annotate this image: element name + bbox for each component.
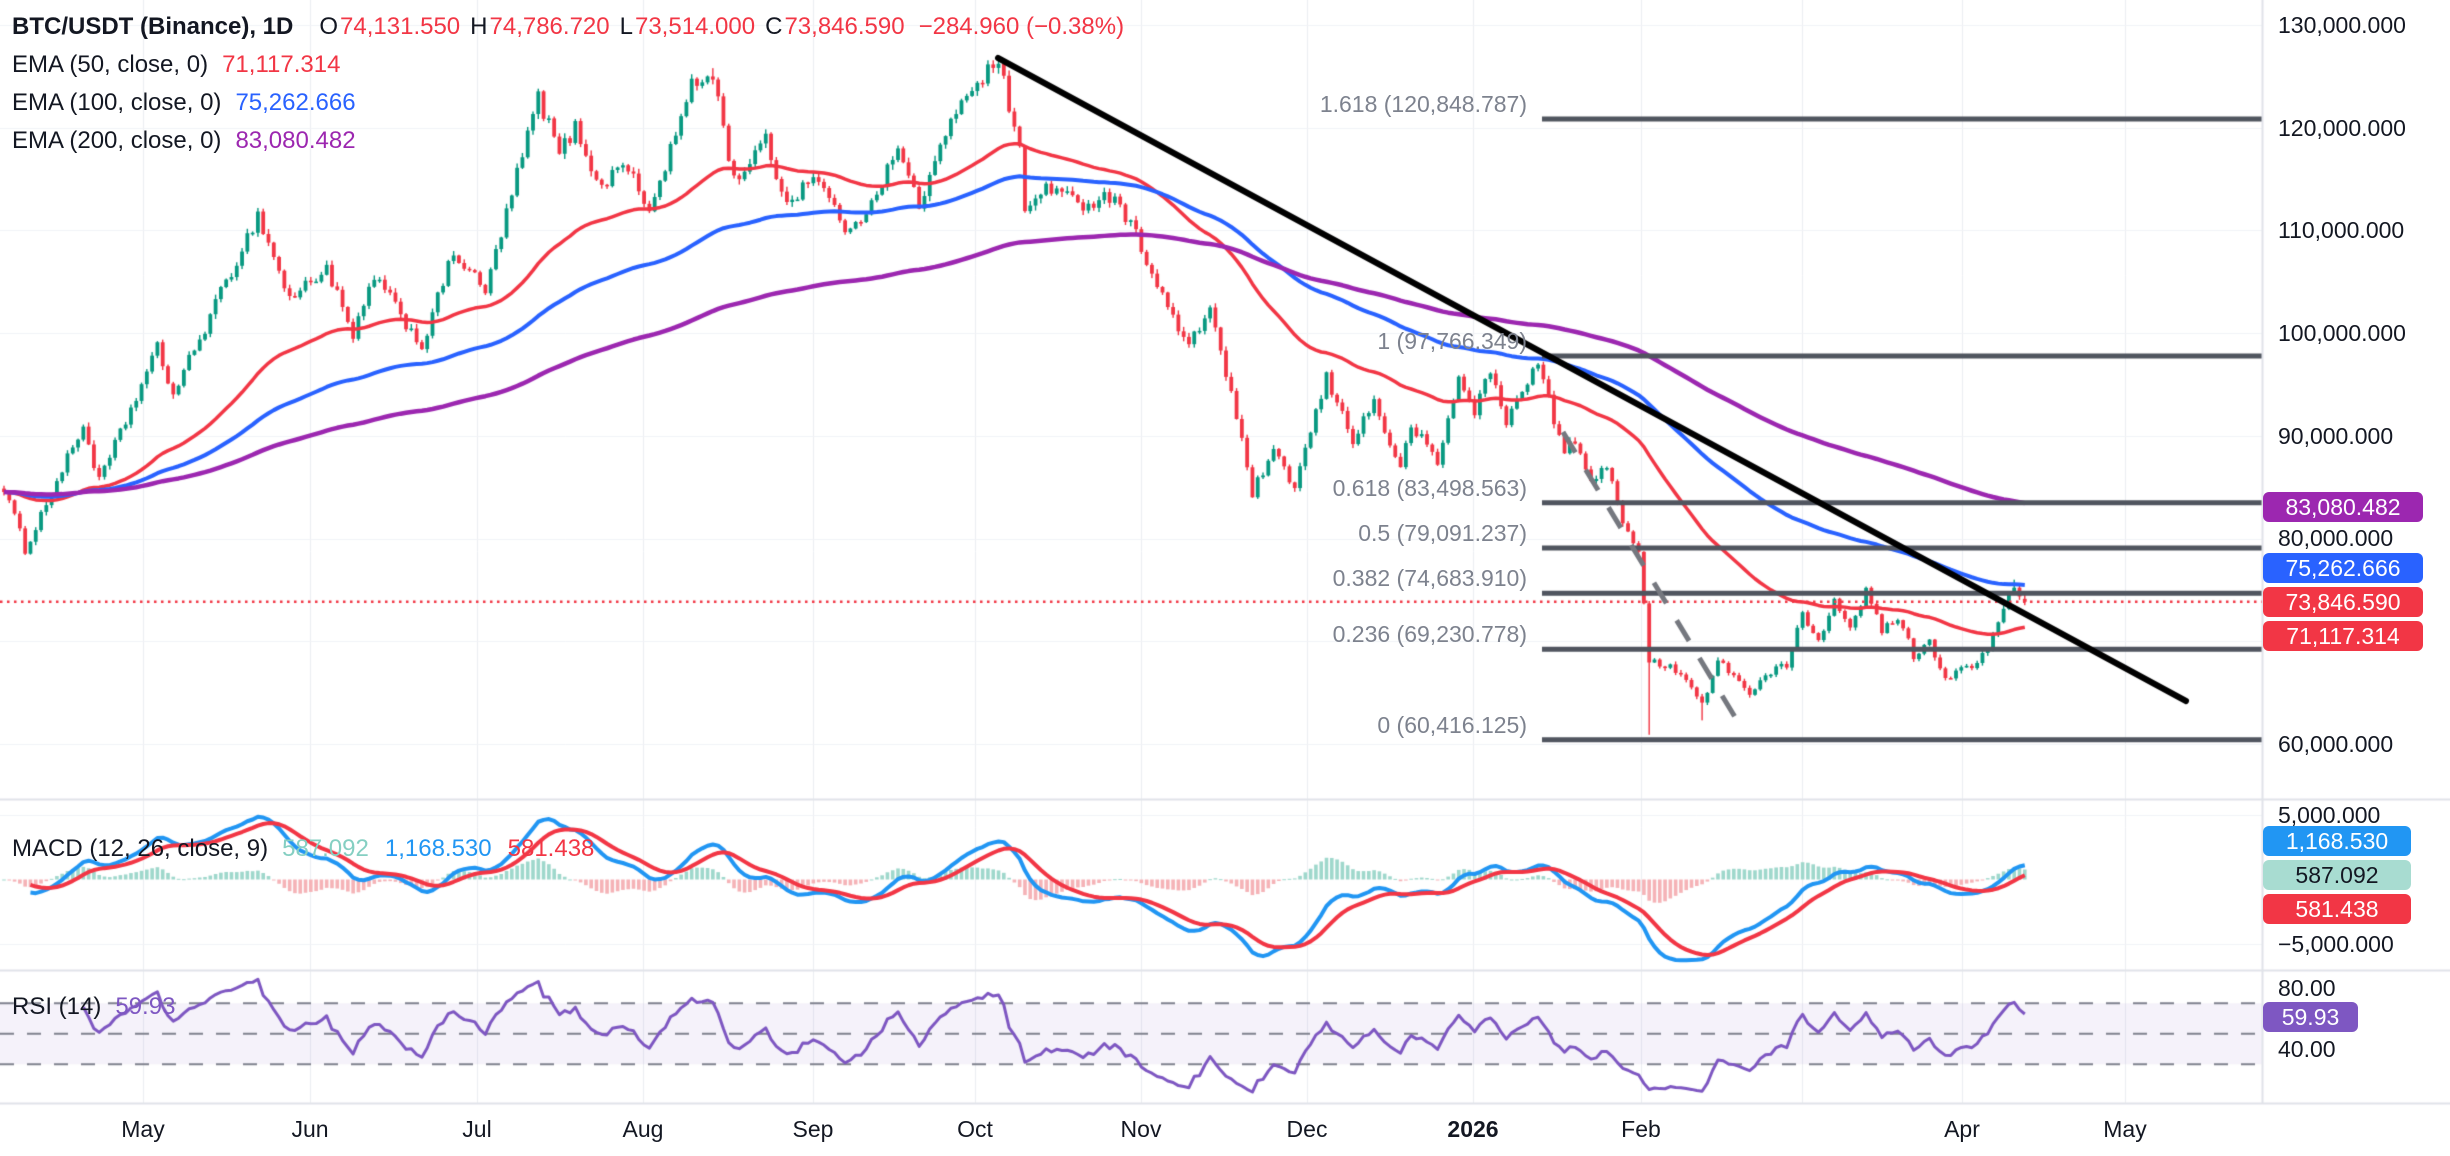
ohlc-key: L (619, 13, 633, 40)
macd-axis-label: −5,000.000 (2278, 931, 2394, 957)
ohlc-value: 73,846.590 (784, 13, 905, 40)
price-axis-label: 100,000.000 (2278, 320, 2406, 346)
macd-axis-badge: 587.092 (2263, 860, 2411, 890)
time-axis-label: Feb (1621, 1116, 1661, 1142)
ohlc-value: 73,514.000 (634, 13, 756, 40)
ema200-value: 83,080.482 (235, 127, 356, 154)
ohlc-value: 74,786.720 (489, 13, 610, 40)
rsi-axis-label: 40.00 (2278, 1036, 2336, 1062)
fib-level-label: 0.236 (69,230.778) (1332, 621, 1527, 648)
symbol-title: BTC/USDT (Binance), 1D (12, 13, 294, 40)
time-axis-label: Apr (1944, 1116, 1980, 1142)
fib-level-label: 0.382 (74,683.910) (1332, 565, 1527, 592)
price-axis-badge: 73,846.590 (2263, 587, 2423, 617)
fib-level-label: 0.618 (83,498.563) (1332, 474, 1527, 501)
ema100-label: EMA (100, close, 0) (12, 89, 222, 116)
rsi-axis-label: 80.00 (2278, 975, 2336, 1001)
macd-value: 587.092 (282, 835, 369, 862)
fib-level-label: 0.5 (79,091.237) (1358, 519, 1527, 546)
price-axis-label: 130,000.000 (2278, 12, 2406, 38)
ema50-legend-row[interactable]: EMA (50, close, 0) 71,117.314 (12, 50, 356, 80)
ohlc-value: 74,131.550 (340, 13, 461, 40)
ema100-legend-row[interactable]: EMA (100, close, 0) 75,262.666 (12, 88, 372, 118)
rsi-value: 59.93 (115, 993, 176, 1020)
ema100-value: 75,262.666 (235, 89, 356, 116)
ohlc-key: O (319, 13, 339, 40)
price-axis-label: 120,000.000 (2278, 115, 2406, 141)
ohlc-key: H (470, 13, 488, 40)
time-axis-label: Dec (1286, 1116, 1328, 1142)
time-axis-label: May (121, 1116, 165, 1142)
time-axis-label: Sep (792, 1116, 834, 1142)
ema50-label: EMA (50, close, 0) (12, 51, 209, 78)
macd-label: MACD (12, 26, close, 9) (12, 835, 269, 862)
change-value: −284.960 (−0.38%) (918, 13, 1125, 40)
time-axis-label: May (2103, 1116, 2147, 1142)
time-axis-label: 2026 (1447, 1116, 1499, 1142)
macd-axis-badge: 581.438 (2263, 894, 2411, 924)
time-axis-label: Aug (622, 1116, 664, 1142)
macd-axis-badge: 1,168.530 (2263, 826, 2411, 856)
macd-values: 587.092 1,168.530 581.438 (282, 834, 610, 864)
ema200-legend-row[interactable]: EMA (200, close, 0) 83,080.482 (12, 126, 372, 156)
ema200-label: EMA (200, close, 0) (12, 127, 222, 154)
ohlc-key: C (765, 13, 783, 40)
symbol-legend-row[interactable]: BTC/USDT (Binance), 1D O74,131.550 H74,78… (12, 12, 1124, 42)
fib-level-label: 0 (60,416.125) (1377, 711, 1527, 738)
time-axis-label: Oct (957, 1116, 993, 1142)
fib-level-label: 1 (97,766.349) (1377, 328, 1527, 355)
macd-legend-row[interactable]: MACD (12, 26, close, 9) 587.092 1,168.530… (12, 834, 610, 864)
fib-level-label: 1.618 (120,848.787) (1319, 90, 1527, 117)
price-axis-label: 60,000.000 (2278, 731, 2394, 757)
time-axis-label: Jul (462, 1116, 492, 1142)
price-axis-label: 80,000.000 (2278, 525, 2394, 551)
time-axis-label: Nov (1120, 1116, 1162, 1142)
ohlc-values: O74,131.550 H74,786.720 L73,514.000 C73,846… (309, 12, 904, 42)
macd-axis-label: 5,000.000 (2278, 802, 2381, 828)
rsi-label: RSI (14) (12, 993, 102, 1020)
price-axis-badge: 71,117.314 (2263, 621, 2423, 651)
price-axis-label: 90,000.000 (2278, 423, 2394, 449)
time-axis[interactable]: May Jun Jul Aug Sep Oct Nov Dec 2026 Feb Apr May (0, 1104, 2450, 1156)
ema50-value: 71,117.314 (222, 51, 341, 78)
time-axis-label: Jun (291, 1116, 329, 1142)
macd-value: 581.438 (507, 835, 595, 862)
rsi-axis-badge: 59.93 (2263, 1002, 2358, 1032)
rsi-legend-row[interactable]: RSI (14) 59.93 (12, 992, 191, 1022)
macd-value: 1,168.530 (384, 835, 492, 862)
price-axis-badge: 83,080.482 (2263, 492, 2423, 522)
price-axis-badge: 75,262.666 (2263, 553, 2423, 583)
price-axis-label: 110,000.000 (2278, 217, 2405, 243)
